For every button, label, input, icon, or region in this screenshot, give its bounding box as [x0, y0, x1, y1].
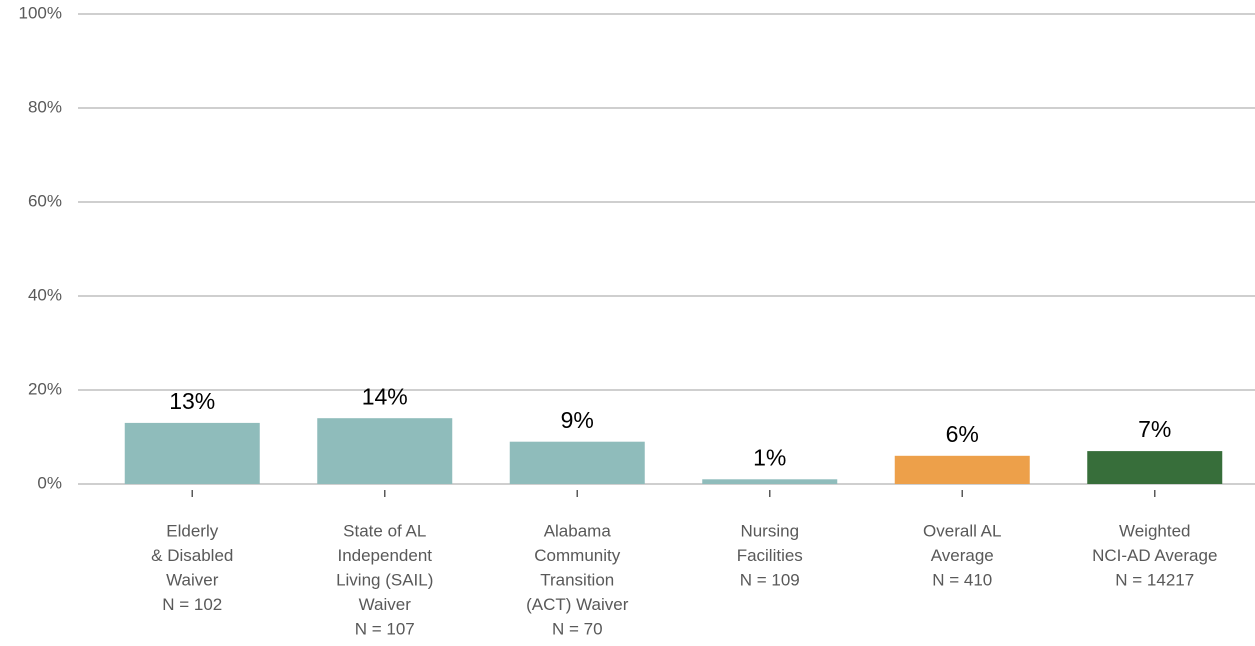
x-tick-label: Independent: [337, 546, 432, 565]
y-tick-label: 60%: [28, 191, 62, 210]
x-tick-label: (ACT) Waiver: [526, 595, 629, 614]
x-tick-label: Transition: [540, 570, 614, 589]
x-tick-label: Overall AL: [923, 521, 1001, 540]
x-tick-label: N = 14217: [1115, 570, 1194, 589]
x-tick-label: Elderly: [166, 521, 218, 540]
x-tick-label: NCI-AD Average: [1092, 546, 1217, 565]
x-tick-label: Community: [534, 546, 620, 565]
x-tick-label: N = 107: [355, 619, 415, 638]
bar: [1087, 451, 1223, 484]
value-label: 1%: [753, 444, 786, 470]
y-tick-label: 40%: [28, 285, 62, 304]
y-tick-label: 20%: [28, 379, 62, 398]
x-tick-label: & Disabled: [151, 546, 233, 565]
x-tick-label: Facilities: [737, 546, 803, 565]
bar: [317, 418, 453, 484]
x-tick-label: Living (SAIL): [336, 570, 433, 589]
value-label: 14%: [362, 383, 408, 409]
x-tick-label: N = 102: [162, 595, 222, 614]
value-label: 6%: [946, 421, 979, 447]
y-tick-label: 80%: [28, 97, 62, 116]
y-tick-label: 100%: [19, 3, 62, 22]
bar: [702, 479, 838, 484]
bar: [124, 422, 260, 484]
x-tick-label: Nursing: [740, 521, 799, 540]
value-label: 7%: [1138, 416, 1171, 442]
x-tick-label: State of AL: [343, 521, 426, 540]
x-tick-label: Alabama: [544, 521, 612, 540]
x-tick-label: Waiver: [359, 595, 412, 614]
y-tick-label: 0%: [37, 473, 62, 492]
x-tick-label: Weighted: [1119, 521, 1191, 540]
x-tick-label: Average: [931, 546, 994, 565]
value-label: 9%: [561, 407, 594, 433]
bar: [894, 455, 1030, 484]
x-tick-label: N = 70: [552, 619, 603, 638]
bar: [509, 441, 645, 484]
x-tick-label: N = 410: [932, 570, 992, 589]
value-label: 13%: [169, 388, 215, 414]
x-tick-label: Waiver: [166, 570, 219, 589]
x-tick-label: N = 109: [740, 570, 800, 589]
